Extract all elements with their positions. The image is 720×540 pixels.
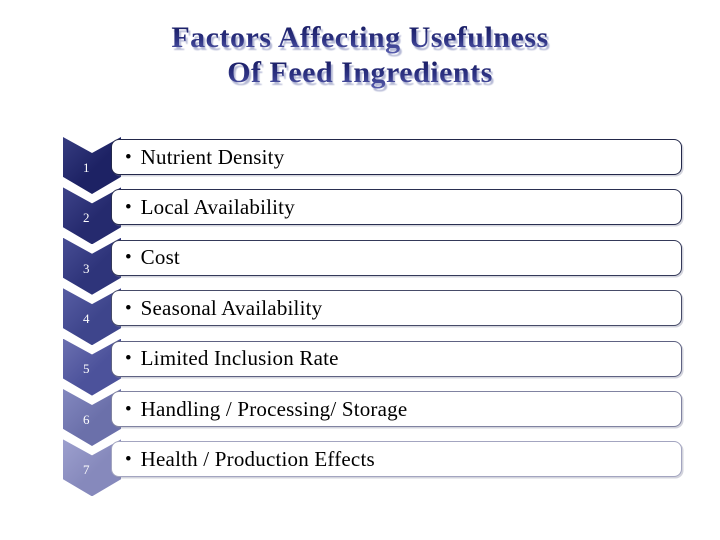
item-number: 5 bbox=[82, 361, 90, 377]
item-box: • Handling / Processing/ Storage bbox=[111, 391, 682, 427]
item-box: • Health / Production Effects bbox=[111, 441, 682, 478]
bullet-icon: • bbox=[125, 297, 132, 319]
bullet-icon: • bbox=[125, 398, 132, 420]
bullet-icon: • bbox=[125, 146, 132, 168]
list-item: 1 • Nutrient Density bbox=[0, 137, 720, 194]
item-number: 3 bbox=[82, 260, 90, 276]
item-number: 1 bbox=[82, 159, 90, 175]
item-label: Limited Inclusion Rate bbox=[140, 346, 339, 371]
item-label: Seasonal Availability bbox=[140, 295, 323, 320]
bullet-icon: • bbox=[125, 247, 132, 269]
list-item: 2 • Local Availability bbox=[0, 187, 720, 245]
item-label: Cost bbox=[140, 245, 180, 270]
slide-title: Factors Affecting Usefulness Factors Aff… bbox=[0, 20, 720, 93]
item-label: Nutrient Density bbox=[140, 144, 285, 169]
list-item: 3 • Cost bbox=[0, 237, 720, 295]
bullet-icon: • bbox=[125, 196, 132, 218]
slide-title-line2: Of Feed Ingredients Of Feed Ingredients bbox=[0, 55, 720, 93]
slide-title-line1: Factors Affecting Usefulness Factors Aff… bbox=[0, 20, 720, 58]
title-text-layer: Of Feed Ingredients bbox=[227, 56, 493, 89]
item-box: • Cost bbox=[111, 239, 682, 276]
title-shadow-layer: Of Feed Ingredients bbox=[2, 58, 720, 93]
item-number: 2 bbox=[82, 210, 90, 226]
item-label: Handling / Processing/ Storage bbox=[140, 396, 408, 421]
bullet-icon: • bbox=[125, 448, 132, 470]
list-item: 4 • Seasonal Availability bbox=[0, 288, 720, 346]
item-box: • Limited Inclusion Rate bbox=[111, 340, 682, 377]
item-number: 4 bbox=[82, 310, 90, 326]
item-label: Health / Production Effects bbox=[140, 446, 375, 471]
list-item: 7 • Health / Production Effects bbox=[0, 439, 720, 497]
title-text-layer: Factors Affecting Usefulness bbox=[171, 21, 549, 54]
list-item: 5 • Limited Inclusion Rate bbox=[0, 338, 720, 396]
item-number: 7 bbox=[82, 462, 90, 478]
title-shadow-layer: Factors Affecting Usefulness bbox=[2, 23, 720, 58]
item-box: • Local Availability bbox=[111, 189, 682, 226]
bullet-icon: • bbox=[125, 348, 132, 370]
item-number: 6 bbox=[82, 411, 90, 427]
list-item: 6 • Handling / Processing/ Storage bbox=[0, 389, 720, 446]
item-box: • Seasonal Availability bbox=[111, 290, 682, 327]
item-label: Local Availability bbox=[140, 194, 295, 219]
item-box: • Nutrient Density bbox=[111, 139, 682, 175]
